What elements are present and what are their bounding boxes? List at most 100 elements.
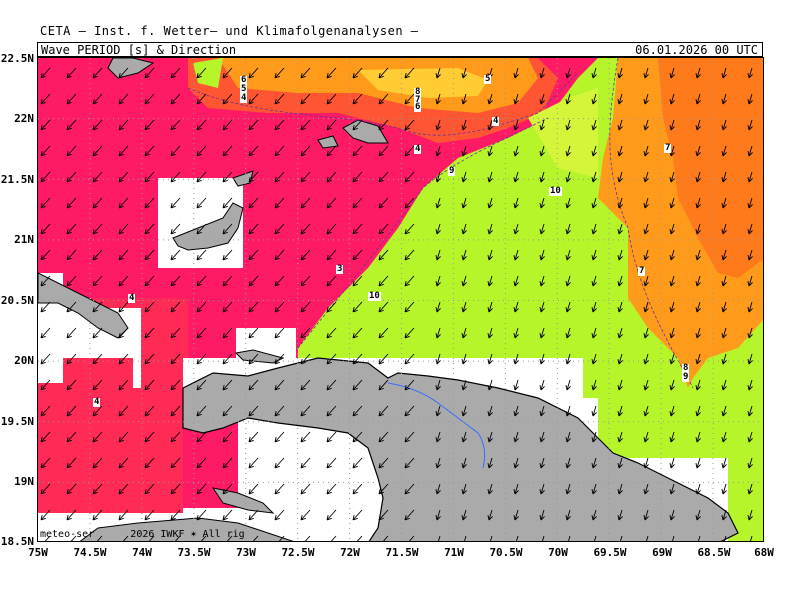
wave-direction-arrow — [274, 405, 285, 417]
wave-direction-arrow — [747, 483, 753, 495]
wave-direction-arrow — [222, 431, 233, 443]
wave-direction-arrow — [170, 119, 181, 131]
wave-direction-arrow — [248, 353, 259, 365]
wave-direction-arrow — [669, 457, 675, 469]
wave-direction-arrow — [40, 327, 51, 339]
hispaniola-land — [182, 357, 739, 541]
wave-direction-arrow — [539, 145, 545, 157]
wave-direction-arrow — [643, 197, 649, 209]
wave-direction-arrow — [378, 119, 389, 131]
wave-direction-arrow — [513, 431, 519, 443]
wave-direction-arrow — [274, 223, 285, 235]
wave-direction-arrow — [118, 249, 129, 261]
wave-direction-arrow — [222, 249, 233, 261]
wave-direction-arrow — [513, 145, 519, 157]
wave-direction-arrow — [404, 483, 415, 495]
wave-direction-arrow — [565, 119, 571, 131]
wave-direction-arrow — [747, 223, 753, 235]
wave-direction-arrow — [565, 327, 571, 339]
wave-direction-arrow — [66, 327, 77, 339]
wave-direction-arrow — [435, 249, 441, 261]
wave-direction-arrow — [300, 509, 311, 521]
contour-label: 7 — [414, 95, 422, 105]
wave-direction-arrow — [92, 327, 103, 339]
wave-direction-arrow — [248, 249, 259, 261]
wave-direction-arrow — [118, 353, 129, 365]
wave-direction-arrow — [92, 119, 103, 131]
wave-direction-arrow — [118, 431, 129, 443]
wave-direction-arrow — [40, 171, 51, 183]
wave-direction-arrow — [274, 249, 285, 261]
lon-tick-label: 70W — [548, 546, 568, 559]
wave-direction-arrow — [44, 535, 51, 541]
wave-direction-arrow — [40, 483, 51, 495]
wave-direction-arrow — [721, 67, 727, 79]
wave-direction-arrow — [565, 67, 571, 79]
wave-direction-arrow — [118, 93, 129, 105]
period-field-green-nw — [193, 58, 223, 88]
wave-direction-arrow — [435, 301, 441, 313]
contour-label: 6 — [240, 75, 248, 85]
lon-tick-label: 73.5W — [177, 546, 211, 559]
wave-direction-arrow — [539, 249, 545, 261]
wave-direction-arrow — [591, 171, 597, 183]
lat-tick-label: 19.5N — [0, 415, 34, 428]
contour-label: 7 — [638, 266, 646, 276]
wave-direction-arrow — [92, 431, 103, 443]
wave-direction-arrow — [669, 353, 675, 365]
wave-direction-arrow — [591, 145, 597, 157]
wave-direction-arrow — [170, 249, 181, 261]
wave-direction-arrow — [539, 353, 545, 365]
wave-direction-arrow — [513, 379, 519, 391]
wave-direction-arrow — [378, 93, 389, 105]
wave-direction-arrow — [669, 119, 675, 131]
wave-direction-arrow — [92, 509, 103, 521]
wave-direction-arrow — [92, 457, 103, 469]
wave-direction-arrow — [170, 353, 181, 365]
wave-direction-arrow — [170, 457, 181, 469]
wave-direction-arrow — [40, 249, 51, 261]
wave-direction-arrow — [378, 431, 389, 443]
wave-direction-arrow — [352, 93, 363, 105]
wave-direction-arrow — [461, 197, 467, 209]
wave-direction-arrow — [248, 405, 259, 417]
wave-direction-arrows — [40, 67, 753, 541]
wave-direction-arrow — [118, 457, 129, 469]
contour-label: 8 — [682, 363, 690, 373]
wave-direction-arrow — [248, 509, 259, 521]
contour-line — [297, 117, 549, 349]
contour-label: 4 — [414, 144, 422, 154]
wave-direction-arrow — [539, 197, 545, 209]
wave-direction-arrow — [148, 535, 155, 541]
wave-direction-arrow — [513, 223, 519, 235]
wave-direction-arrow — [144, 379, 155, 391]
wave-direction-arrow — [66, 171, 77, 183]
wave-direction-arrow — [591, 223, 597, 235]
coast-land — [38, 272, 129, 339]
wave-direction-arrow — [196, 483, 207, 495]
gonave-island — [211, 487, 275, 514]
wave-direction-arrow — [248, 327, 259, 339]
wave-direction-arrow — [352, 483, 363, 495]
lon-tick-label: 74.5W — [73, 546, 107, 559]
wave-direction-arrow — [513, 171, 519, 183]
wave-direction-arrow — [378, 379, 389, 391]
wave-direction-arrow — [404, 145, 415, 157]
wave-direction-arrow — [66, 145, 77, 157]
wave-direction-arrow — [594, 535, 597, 541]
wave-direction-arrow — [40, 301, 51, 313]
wave-direction-arrow — [196, 275, 207, 287]
wave-direction-arrow — [378, 483, 389, 495]
wave-direction-arrow — [695, 171, 701, 183]
wave-direction-arrow — [591, 379, 597, 391]
wave-direction-arrow — [378, 275, 389, 287]
wave-direction-arrow — [487, 197, 493, 209]
wave-direction-arrow — [118, 301, 129, 313]
wave-direction-arrow — [274, 431, 285, 443]
wave-direction-arrow — [40, 353, 51, 365]
wave-direction-arrow — [118, 509, 129, 521]
wave-direction-arrow — [565, 223, 571, 235]
period-field-west — [38, 388, 183, 513]
graticule — [38, 58, 763, 541]
wave-direction-arrow — [643, 509, 649, 521]
